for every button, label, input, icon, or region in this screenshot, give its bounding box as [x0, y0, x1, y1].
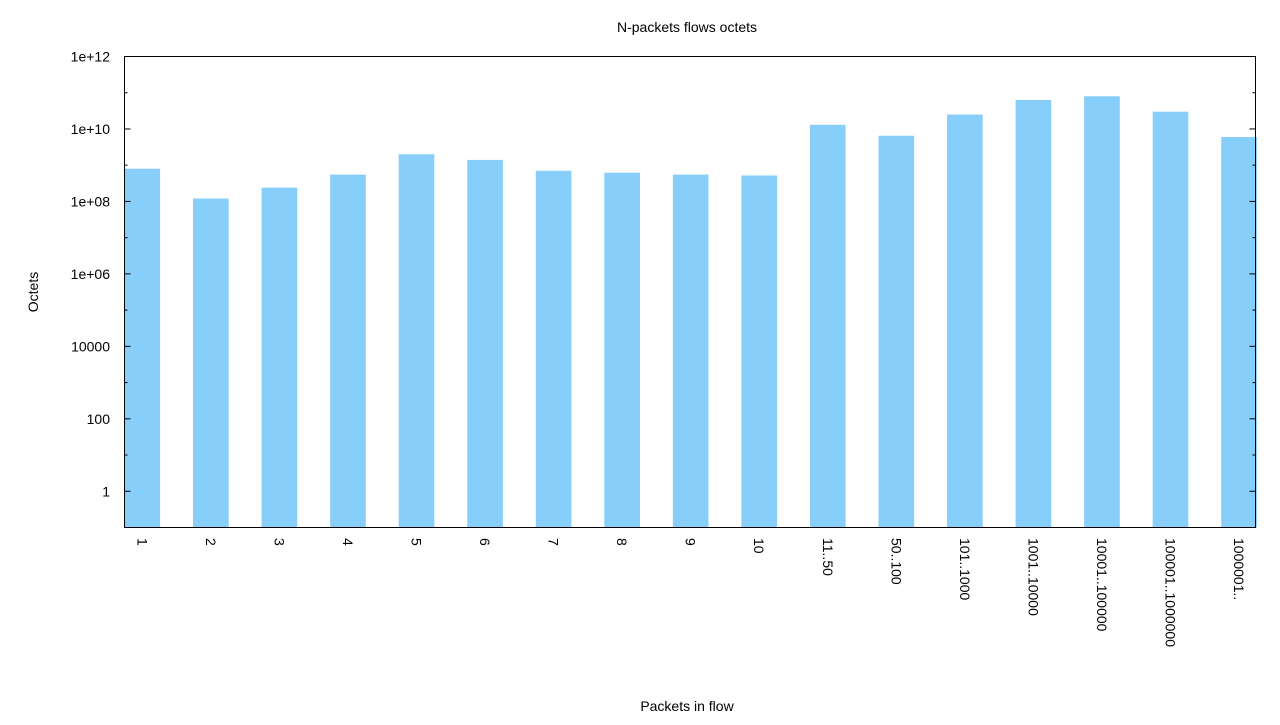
y-tick-label: 1e+12	[71, 49, 111, 65]
bar	[1084, 96, 1120, 528]
bar	[535, 170, 572, 528]
y-tick-label: 1e+06	[71, 266, 111, 282]
bar	[947, 114, 983, 528]
plot-frame	[124, 56, 1256, 528]
y-axis-title: Octets	[25, 272, 41, 312]
x-tick-labels: 1 2 3 4 5 6 7 8 9 10 11..50 50..100 101..1000 1001..1…	[134, 538, 1247, 647]
bar	[330, 174, 366, 528]
x-tick-label: 50..100	[888, 538, 904, 585]
bar	[124, 168, 161, 528]
x-tick-label: 2	[203, 538, 219, 546]
x-tick-label: 8	[614, 538, 630, 546]
x-tick-label: 5	[409, 538, 425, 546]
bar	[193, 198, 229, 528]
bar	[467, 159, 503, 528]
bar	[1221, 137, 1257, 528]
bar	[878, 135, 915, 528]
bars-layer	[124, 96, 1257, 528]
bar	[604, 172, 640, 528]
x-tick-label: 100001..1000000	[1163, 538, 1179, 647]
x-tick-label: 3	[271, 538, 287, 546]
x-tick-label: 10	[751, 538, 767, 554]
bar	[809, 124, 846, 528]
x-tick-label: 4	[340, 538, 356, 546]
y-tick-label: 100	[87, 411, 111, 427]
y-tick-labels: 1 100 10000 1e+06 1e+08 1e+10 1e+12	[71, 49, 111, 500]
ticks-layer	[124, 56, 1256, 528]
y-tick-label: 1e+10	[71, 121, 111, 137]
x-tick-label: 101..1000	[957, 538, 973, 600]
x-axis-title: Packets in flow	[640, 698, 734, 714]
bar	[1015, 100, 1052, 528]
x-tick-label: 1	[134, 538, 150, 546]
x-tick-label: 6	[477, 538, 493, 546]
x-tick-label: 11..50	[820, 538, 836, 576]
x-tick-label: 10001..100000	[1094, 538, 1110, 632]
y-tick-label: 10000	[71, 338, 110, 354]
y-tick-label: 1	[102, 483, 110, 499]
bar	[398, 154, 435, 528]
x-tick-label: 1001..10000	[1025, 538, 1041, 616]
bar	[741, 175, 778, 528]
bar	[672, 174, 709, 528]
x-tick-label: 9	[683, 538, 699, 546]
y-tick-label: 1e+08	[71, 193, 111, 209]
bar	[261, 187, 298, 528]
x-tick-label: 1000001..	[1231, 538, 1247, 600]
bar	[1152, 111, 1189, 528]
chart-title: N-packets flows octets	[617, 19, 757, 35]
x-tick-label: 7	[546, 538, 562, 546]
